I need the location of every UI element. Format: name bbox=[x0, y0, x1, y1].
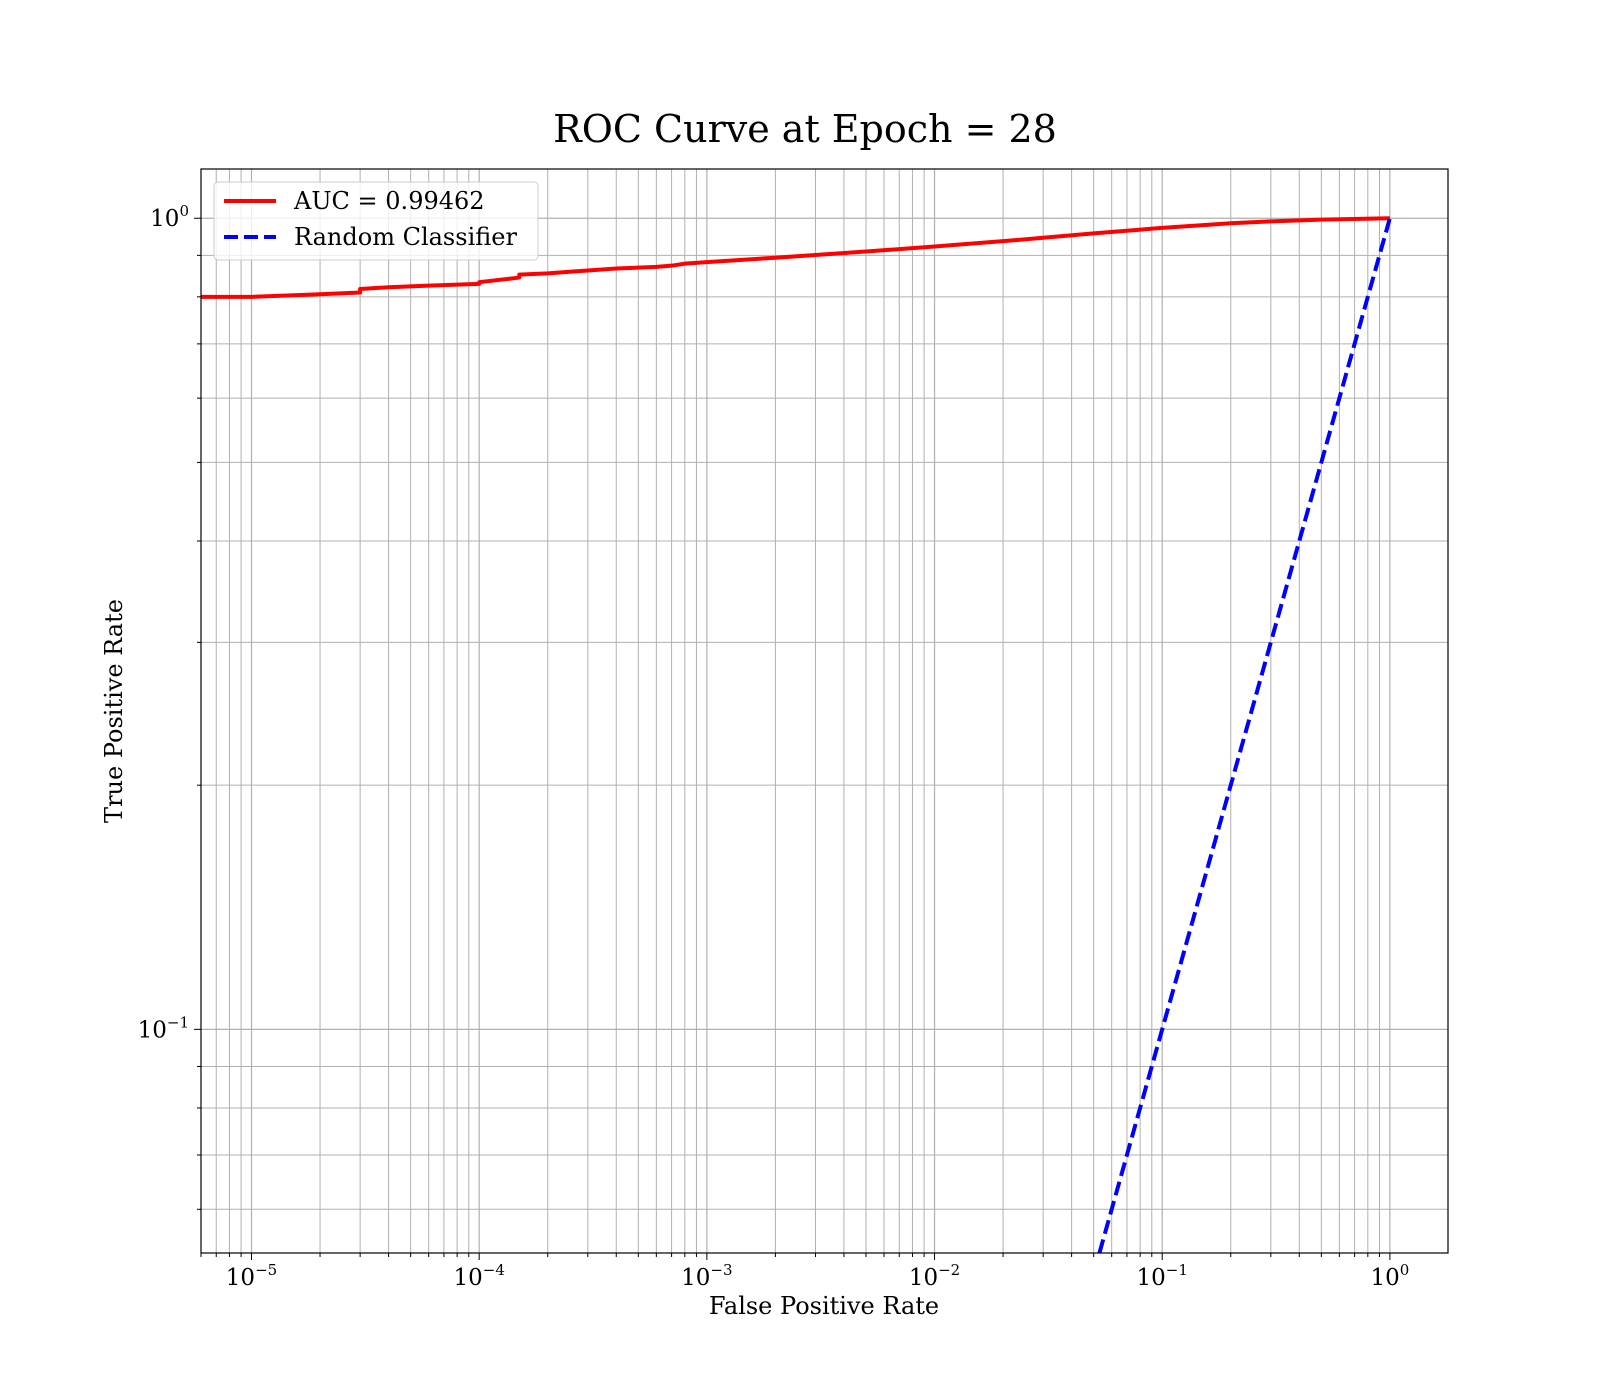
legend: AUC = 0.99462 Random Classifier bbox=[213, 181, 539, 261]
x-tick-base: 10 bbox=[226, 1265, 255, 1291]
y-tick-exponent: −1 bbox=[167, 1013, 189, 1031]
x-tick-base: 10 bbox=[1137, 1265, 1166, 1291]
x-tick-base: 10 bbox=[909, 1265, 938, 1291]
x-tick-base: 10 bbox=[681, 1265, 710, 1291]
x-tick-exponent: −5 bbox=[255, 1261, 277, 1279]
y-tick-exponent: 0 bbox=[179, 202, 189, 220]
x-tick-label: 10−2 bbox=[909, 1261, 960, 1291]
series-layer bbox=[201, 216, 1392, 1253]
y-tick-base: 10 bbox=[150, 206, 179, 232]
x-tick-base: 10 bbox=[1370, 1265, 1399, 1291]
legend-box bbox=[213, 181, 539, 261]
chart-title: ROC Curve at Epoch = 28 bbox=[553, 107, 1057, 151]
x-tick-exponent: −4 bbox=[483, 1261, 505, 1279]
x-tick-label: 10−4 bbox=[453, 1261, 504, 1291]
x-tick-base: 10 bbox=[453, 1265, 482, 1291]
x-tick-label: 10−5 bbox=[226, 1261, 277, 1291]
x-axis-label: False Positive Rate bbox=[709, 1292, 939, 1320]
x-tick-label: 100 bbox=[1370, 1261, 1409, 1291]
y-tick-base: 10 bbox=[138, 1017, 167, 1043]
legend-label-random: Random Classifier bbox=[294, 223, 517, 251]
grid bbox=[200, 169, 1448, 1253]
x-tick-exponent: 0 bbox=[1400, 1261, 1410, 1279]
y-axis-label: True Positive Rate bbox=[100, 599, 128, 823]
x-tick-exponent: −1 bbox=[1166, 1261, 1188, 1279]
plot-frame bbox=[200, 168, 1449, 1254]
legend-label-auc: AUC = 0.99462 bbox=[293, 187, 485, 215]
y-tick-label: 10−1 bbox=[138, 1013, 189, 1043]
x-tick-label: 10−3 bbox=[681, 1261, 732, 1291]
roc-curve-line bbox=[201, 216, 1390, 299]
x-tick-label: 10−1 bbox=[1137, 1261, 1188, 1291]
y-tick-label: 100 bbox=[150, 202, 189, 232]
x-tick-exponent: −2 bbox=[938, 1261, 960, 1279]
x-tick-exponent: −3 bbox=[710, 1261, 732, 1279]
